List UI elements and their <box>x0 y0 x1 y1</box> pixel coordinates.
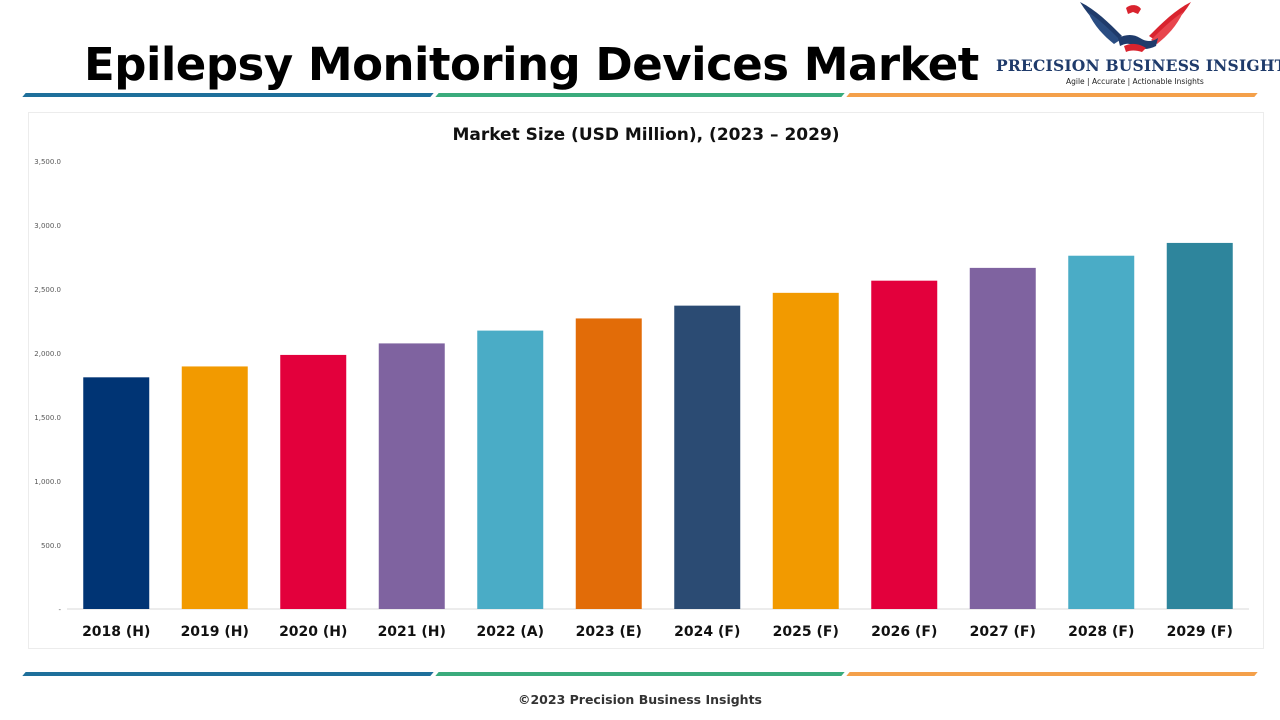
top-band-orange <box>846 93 1258 97</box>
bar-2029-f <box>1166 242 1233 610</box>
eagle-handshake-icon <box>1080 2 1191 52</box>
bar-chart: - 500.0 1,000.0 1,500.0 2,000.0 2,500.0 3,000.… <box>34 158 1249 640</box>
brand-logo: PRECISION BUSINESS INSIGHTS Agile | Accu… <box>990 0 1280 90</box>
bottom-band-green <box>435 672 845 676</box>
bar-2021-h <box>378 343 445 609</box>
x-tick-label: 2026 (F) <box>871 624 937 640</box>
x-tick-label: 2019 (H) <box>181 624 249 640</box>
chart-title: Market Size (USD Million), (2023 – 2029) <box>452 125 840 145</box>
brand-name: PRECISION BUSINESS INSIGHTS <box>996 56 1280 75</box>
bar-2023-e <box>575 318 642 609</box>
top-band-blue <box>22 93 434 97</box>
page-title: Epilepsy Monitoring Devices Market <box>84 38 979 91</box>
top-band-green <box>435 93 845 97</box>
x-tick-label: 2020 (H) <box>279 624 347 640</box>
chart-panel: - 500.0 1,000.0 1,500.0 2,000.0 2,500.0 3,000.… <box>28 112 1264 649</box>
x-tick-label: 2028 (F) <box>1068 624 1134 640</box>
y-tick-label: 500.0 <box>41 542 61 550</box>
x-tick-label: 2024 (F) <box>674 624 740 640</box>
x-tick-label: 2025 (F) <box>773 624 839 640</box>
x-tick-label: 2022 (A) <box>477 624 544 640</box>
bar-2026-f <box>871 280 938 609</box>
bar-2018-h <box>83 377 150 609</box>
bar-2025-f <box>772 292 839 609</box>
y-tick-label: 2,500.0 <box>34 286 61 294</box>
bottom-band-blue <box>22 672 434 676</box>
brand-tagline: Agile | Accurate | Actionable Insights <box>1066 77 1204 86</box>
bar-2024-f <box>674 305 741 609</box>
y-tick-label: - <box>58 606 61 614</box>
bar-2019-h <box>181 366 248 609</box>
y-tick-label: 3,500.0 <box>34 158 61 166</box>
y-tick-label: 1,500.0 <box>34 414 61 422</box>
y-tick-label: 2,000.0 <box>34 350 61 358</box>
bar-2020-h <box>280 354 347 609</box>
bar-2022-a <box>477 330 544 609</box>
x-tick-label: 2029 (F) <box>1167 624 1233 640</box>
footer-copyright: ©2023 Precision Business Insights <box>517 692 762 707</box>
bar-2027-f <box>969 267 1036 609</box>
bottom-band-orange <box>846 672 1258 676</box>
bar-2028-f <box>1068 255 1135 609</box>
x-tick-label: 2021 (H) <box>378 624 446 640</box>
x-tick-label: 2027 (F) <box>970 624 1036 640</box>
x-tick-label: 2018 (H) <box>82 624 150 640</box>
x-tick-label: 2023 (E) <box>576 624 642 640</box>
y-tick-label: 3,000.0 <box>34 222 61 230</box>
y-tick-label: 1,000.0 <box>34 478 61 486</box>
